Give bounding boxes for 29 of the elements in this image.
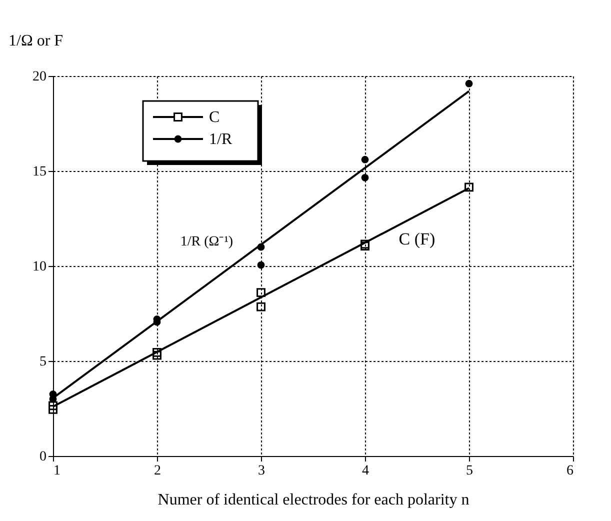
x-tick-label: 1	[54, 464, 60, 478]
point	[48, 401, 58, 410]
x-tick-label: 6	[566, 464, 574, 478]
legend-label: C	[209, 109, 220, 126]
x-tick-label: 3	[258, 464, 265, 478]
point	[152, 350, 162, 360]
x-axis-title: Numer of identical electrodes for each polarity n	[158, 492, 470, 508]
y-axis-title: 1/Ω or F	[8, 32, 64, 50]
point	[464, 182, 474, 192]
point	[465, 80, 473, 88]
x-tick-label: 2	[154, 464, 161, 478]
annotation: 1/R (Ω⁻¹)	[180, 234, 234, 250]
legend-label: 1/R	[209, 131, 232, 148]
point	[256, 288, 266, 298]
point	[361, 174, 369, 182]
y-tick-label: 15	[32, 164, 46, 180]
point	[256, 302, 266, 312]
y-tick-label: 5	[40, 354, 46, 370]
point	[360, 240, 370, 249]
x-tick-label: 4	[362, 464, 369, 478]
annotation: C (F)	[398, 229, 436, 248]
x-tick-label: 5	[466, 464, 473, 478]
point	[48, 404, 58, 414]
point	[257, 261, 265, 269]
y-tick-label: 10	[32, 260, 46, 274]
point	[361, 156, 369, 164]
y-tick-label: 20	[32, 70, 46, 84]
point	[152, 348, 162, 357]
y-tick-label: 0	[40, 450, 46, 464]
